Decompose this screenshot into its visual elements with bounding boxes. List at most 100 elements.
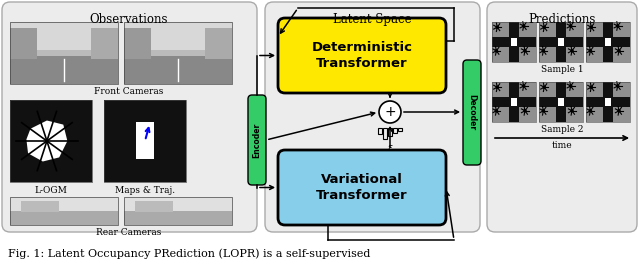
Bar: [492, 22, 536, 62]
Text: Variational
Transformer: Variational Transformer: [316, 173, 408, 202]
Circle shape: [617, 109, 621, 112]
Bar: [605, 98, 611, 106]
Bar: [10, 197, 118, 225]
FancyBboxPatch shape: [463, 60, 481, 165]
Circle shape: [524, 109, 527, 112]
Bar: [509, 82, 519, 122]
Bar: [393, 128, 397, 133]
Bar: [539, 22, 583, 62]
Text: Fig. 1: Latent Occupancy PRediction (LOPR) is a self-supervised: Fig. 1: Latent Occupancy PRediction (LOP…: [8, 248, 371, 259]
Bar: [10, 22, 118, 84]
Circle shape: [589, 49, 592, 53]
Bar: [492, 37, 536, 47]
Circle shape: [617, 49, 621, 53]
Text: Maps & Traj.: Maps & Traj.: [115, 186, 175, 195]
Bar: [10, 100, 92, 182]
Bar: [586, 22, 630, 62]
Bar: [492, 22, 536, 62]
Circle shape: [495, 85, 499, 89]
Bar: [605, 38, 611, 46]
Text: Predictions: Predictions: [528, 13, 596, 26]
FancyBboxPatch shape: [278, 150, 446, 225]
Text: Decoder: Decoder: [467, 94, 477, 131]
Text: ε: ε: [387, 143, 393, 153]
Circle shape: [616, 84, 620, 88]
Bar: [558, 98, 564, 106]
Circle shape: [543, 25, 546, 29]
Bar: [104, 100, 186, 182]
Text: Latent Space: Latent Space: [333, 13, 412, 26]
Bar: [10, 56, 118, 84]
Circle shape: [522, 24, 525, 28]
Bar: [136, 122, 154, 159]
Bar: [205, 28, 232, 59]
Bar: [558, 38, 564, 46]
Bar: [388, 128, 392, 136]
FancyBboxPatch shape: [278, 18, 446, 93]
Bar: [492, 82, 536, 122]
Text: Sample 1: Sample 1: [541, 65, 583, 74]
Bar: [539, 22, 583, 62]
Bar: [10, 211, 118, 225]
Circle shape: [570, 109, 574, 112]
Circle shape: [569, 24, 572, 28]
Bar: [10, 197, 118, 211]
Bar: [603, 82, 613, 122]
Text: Sample 2: Sample 2: [541, 125, 583, 134]
Bar: [492, 82, 536, 122]
Bar: [124, 22, 232, 50]
Bar: [586, 22, 630, 62]
Bar: [586, 82, 630, 122]
FancyBboxPatch shape: [248, 95, 266, 185]
FancyBboxPatch shape: [2, 2, 257, 232]
Bar: [124, 56, 232, 84]
Circle shape: [570, 49, 574, 53]
Circle shape: [543, 85, 546, 89]
Bar: [492, 97, 536, 107]
Bar: [539, 82, 583, 122]
Circle shape: [589, 109, 592, 112]
Bar: [10, 22, 118, 84]
Text: Encoder: Encoder: [253, 122, 262, 158]
Bar: [124, 22, 232, 84]
FancyBboxPatch shape: [265, 2, 480, 232]
Bar: [539, 37, 583, 47]
Bar: [10, 100, 92, 182]
Bar: [586, 82, 630, 122]
Bar: [511, 38, 517, 46]
Circle shape: [522, 84, 525, 88]
Bar: [586, 97, 630, 107]
Bar: [10, 197, 118, 225]
Text: Observations: Observations: [90, 13, 168, 26]
Bar: [124, 211, 232, 225]
Bar: [509, 22, 519, 62]
Bar: [124, 22, 232, 84]
Bar: [398, 128, 402, 131]
Circle shape: [495, 25, 499, 29]
Polygon shape: [26, 121, 67, 162]
Bar: [10, 22, 118, 50]
Bar: [511, 98, 517, 106]
Circle shape: [616, 24, 620, 28]
Circle shape: [495, 109, 498, 112]
Bar: [20, 201, 59, 212]
Bar: [556, 22, 566, 62]
Bar: [603, 22, 613, 62]
Bar: [135, 201, 173, 212]
Text: Front Cameras: Front Cameras: [94, 87, 164, 96]
Text: time: time: [552, 141, 572, 150]
Circle shape: [541, 109, 545, 112]
Circle shape: [495, 49, 498, 53]
Bar: [124, 197, 232, 225]
Text: Deterministic
Transformer: Deterministic Transformer: [312, 41, 413, 70]
Bar: [10, 28, 37, 59]
Text: Rear Cameras: Rear Cameras: [96, 228, 162, 237]
Bar: [124, 197, 232, 225]
Text: L-OGM: L-OGM: [35, 186, 67, 195]
Circle shape: [589, 25, 593, 29]
Bar: [124, 197, 232, 211]
Bar: [124, 28, 151, 59]
Bar: [91, 28, 118, 59]
Bar: [539, 82, 583, 122]
Circle shape: [524, 49, 527, 53]
